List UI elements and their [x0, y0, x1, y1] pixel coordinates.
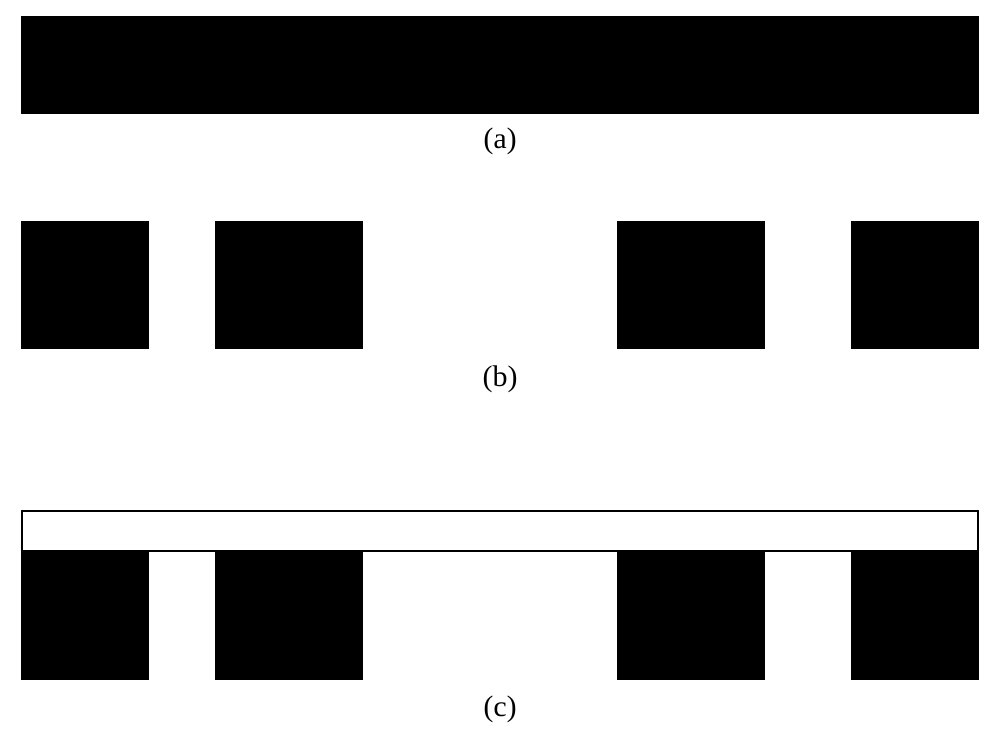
panel-c-block-4: [851, 552, 979, 680]
panel-c-block-1: [21, 552, 149, 680]
panel-b-block-2: [215, 221, 363, 349]
panel-c-block-3: [617, 552, 765, 680]
panel-c-outline-bar: [21, 510, 979, 552]
panel-b-block-3: [617, 221, 765, 349]
panel-a-bar: [21, 16, 979, 114]
panel-a-label: (a): [0, 122, 1000, 156]
panel-b-block-4: [851, 221, 979, 349]
panel-c-label: (c): [0, 690, 1000, 724]
panel-c-block-2: [215, 552, 363, 680]
panel-b-block-1: [21, 221, 149, 349]
panel-b-label: (b): [0, 360, 1000, 394]
